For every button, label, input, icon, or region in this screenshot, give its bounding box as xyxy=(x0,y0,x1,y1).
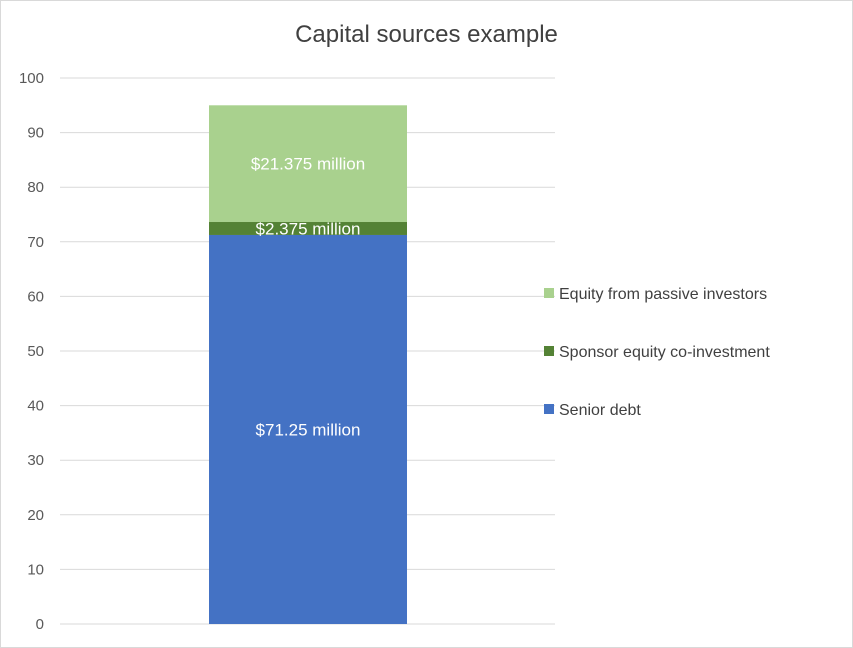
y-tick-label: 80 xyxy=(27,179,44,196)
bar-segment-equity-from-passive-investors xyxy=(209,105,407,223)
y-tick-label: 30 xyxy=(27,452,44,469)
bar-stack xyxy=(209,105,407,624)
y-tick-label: 0 xyxy=(36,616,44,633)
data-labels: $71.25 million $2.375 million $21.375 mill… xyxy=(251,155,365,440)
legend-swatch-equity-from-passive-investors xyxy=(544,288,554,298)
y-tick-label: 60 xyxy=(27,288,44,305)
y-tick-label: 10 xyxy=(27,561,44,578)
y-tick-label: 70 xyxy=(27,234,44,251)
y-axis-tick-labels: 0 10 20 30 40 50 60 70 80 90 100 xyxy=(19,70,44,633)
data-label-senior-debt: $71.25 million xyxy=(256,420,361,439)
bar-segment-senior-debt xyxy=(209,234,407,624)
legend-swatch-sponsor-equity-co-investment xyxy=(544,346,554,356)
y-tick-label: 40 xyxy=(27,398,44,415)
legend-label-sponsor-equity-co-investment: Sponsor equity co-investment xyxy=(559,344,770,361)
legend-label-equity-from-passive-investors: Equity from passive investors xyxy=(559,286,767,303)
legend-swatch-senior-debt xyxy=(544,404,554,414)
y-tick-label: 90 xyxy=(27,125,44,142)
y-tick-label: 100 xyxy=(19,70,44,87)
data-label-sponsor-equity-co-investment: $2.375 million xyxy=(256,219,361,238)
y-tick-label: 20 xyxy=(27,507,44,524)
chart-title: Capital sources example xyxy=(295,21,558,48)
legend-label-senior-debt: Senior debt xyxy=(559,402,641,419)
legend: Equity from passive investors Sponsor equ… xyxy=(544,286,770,419)
y-tick-label: 50 xyxy=(27,343,44,360)
data-label-equity-from-passive-investors: $21.375 million xyxy=(251,155,365,174)
bar-segment-sponsor-equity-co-investment xyxy=(209,222,407,235)
